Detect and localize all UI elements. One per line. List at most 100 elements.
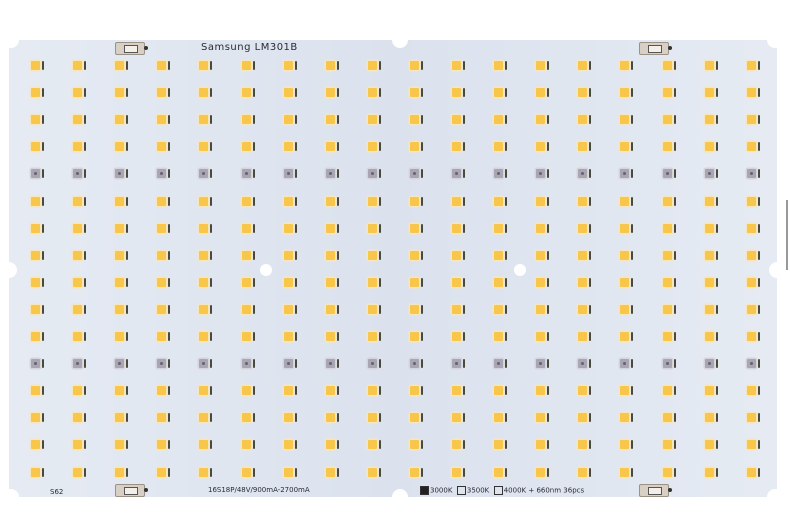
- led-660nm: [704, 359, 718, 369]
- led-white: [704, 115, 718, 125]
- bottom-right-notch: [767, 489, 783, 505]
- led-white: [367, 142, 381, 152]
- led-white: [199, 440, 213, 450]
- led-660nm: [662, 359, 676, 369]
- led-660nm: [115, 359, 129, 369]
- led-white: [199, 196, 213, 206]
- led-white: [241, 250, 255, 260]
- led-white: [367, 413, 381, 423]
- led-white: [157, 277, 171, 287]
- led-660nm: [73, 359, 87, 369]
- led-white: [704, 61, 718, 70]
- led-white: [704, 440, 718, 450]
- led-white: [367, 304, 381, 314]
- led-white: [73, 223, 87, 233]
- led-white: [283, 440, 297, 450]
- led-white: [73, 196, 87, 206]
- led-white: [536, 332, 550, 341]
- led-white: [115, 88, 129, 98]
- led-white: [73, 115, 87, 125]
- led-white: [199, 88, 213, 98]
- led-660nm: [283, 359, 297, 369]
- led-white: [325, 386, 339, 396]
- led-white: [662, 277, 676, 287]
- led-white: [115, 386, 129, 396]
- led-white: [31, 250, 44, 260]
- led-white: [31, 332, 44, 341]
- led-white: [31, 196, 44, 206]
- led-white: [620, 250, 634, 260]
- led-white: [662, 142, 676, 152]
- led-660nm: [367, 359, 381, 369]
- led-660nm: [199, 169, 213, 179]
- led-white: [241, 88, 255, 98]
- led-white: [325, 115, 339, 125]
- led-pcb-board: Samsung LM301B 16S18P/48V/900mA-2700mA S…: [1, 32, 785, 505]
- bottom-left-notch: [3, 489, 19, 505]
- led-white: [704, 88, 718, 98]
- led-white: [452, 277, 465, 287]
- led-white: [115, 250, 129, 260]
- led-white: [115, 467, 129, 477]
- led-white: [746, 115, 760, 125]
- led-white: [73, 277, 87, 287]
- led-white: [620, 88, 634, 98]
- led-660nm: [536, 359, 550, 369]
- led-white: [494, 277, 508, 287]
- led-white: [704, 413, 718, 423]
- led-660nm: [325, 169, 339, 179]
- led-white: [409, 250, 423, 260]
- led-white: [73, 413, 87, 423]
- led-white: [199, 332, 213, 341]
- led-white: [536, 304, 550, 314]
- led-white: [409, 277, 423, 287]
- led-660nm: [578, 359, 592, 369]
- led-white: [73, 250, 87, 260]
- led-white: [283, 88, 297, 98]
- led-white: [578, 142, 592, 152]
- led-white: [199, 61, 213, 70]
- led-white: [620, 115, 634, 125]
- led-white: [283, 250, 297, 260]
- led-white: [409, 196, 423, 206]
- led-white: [494, 440, 508, 450]
- led-white: [115, 277, 129, 287]
- mounting-hole-right: [514, 264, 526, 276]
- led-white: [241, 413, 255, 423]
- led-660nm: [409, 359, 423, 369]
- right-side-notch: [769, 262, 785, 278]
- led-white: [578, 61, 592, 70]
- led-white: [536, 223, 550, 233]
- led-white: [157, 332, 171, 341]
- led-660nm: [115, 169, 129, 179]
- led-white: [746, 304, 760, 314]
- led-white: [31, 88, 44, 98]
- led-white: [115, 61, 129, 70]
- led-white: [409, 386, 423, 396]
- led-white: [31, 386, 44, 396]
- led-white: [620, 467, 634, 477]
- led-white: [115, 413, 129, 423]
- led-white: [452, 467, 465, 477]
- led-white: [367, 88, 381, 98]
- led-white: [536, 88, 550, 98]
- led-white: [452, 61, 465, 70]
- led-white: [367, 223, 381, 233]
- option-4000k-660nm: 4000K + 660nm 36pcs: [503, 486, 585, 495]
- led-white: [494, 223, 508, 233]
- led-white: [704, 250, 718, 260]
- led-white: [115, 115, 129, 125]
- led-white: [746, 223, 760, 233]
- led-white: [283, 467, 297, 477]
- led-white: [746, 413, 760, 423]
- led-white: [704, 386, 718, 396]
- led-white: [283, 196, 297, 206]
- led-white: [494, 467, 508, 477]
- adjacent-board-edge: [786, 200, 788, 270]
- led-white: [620, 386, 634, 396]
- led-white: [578, 196, 592, 206]
- led-white: [494, 196, 508, 206]
- led-white: [157, 413, 171, 423]
- checkbox-3500k-icon: [456, 486, 466, 495]
- led-white: [662, 386, 676, 396]
